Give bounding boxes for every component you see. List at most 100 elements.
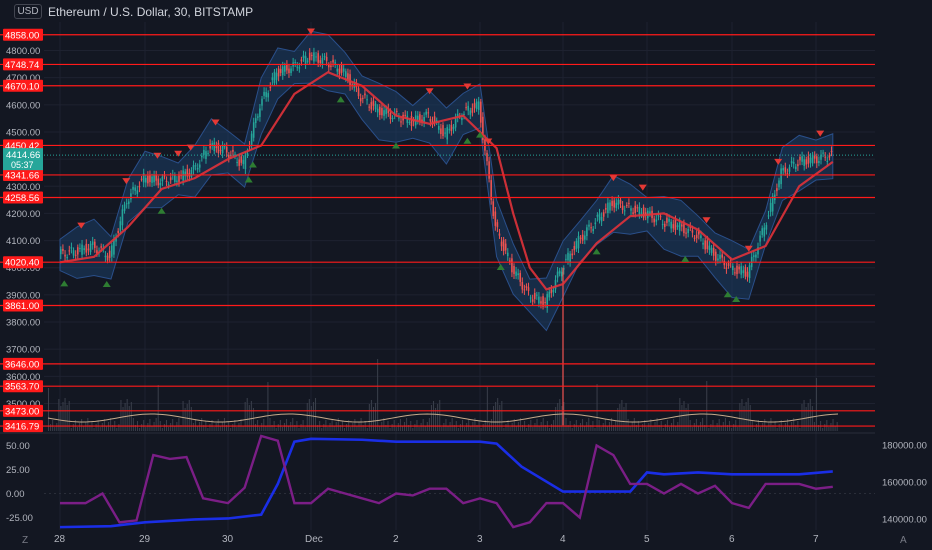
candle-body	[368, 106, 370, 108]
volume-bar	[511, 423, 513, 431]
candle-body	[259, 108, 261, 117]
volume-bar	[418, 427, 420, 431]
volume-bar	[201, 418, 203, 431]
candle-body	[153, 175, 155, 183]
level-badge-label: 4258.56	[5, 193, 39, 204]
volume-bar	[379, 426, 381, 431]
candle-body	[506, 252, 509, 257]
volume-bar	[155, 418, 157, 431]
candle-body	[640, 212, 643, 214]
current-price-countdown: 05:37	[11, 160, 34, 170]
volume-bar	[623, 407, 625, 431]
candle-body	[619, 199, 622, 204]
volume-bar	[441, 427, 443, 431]
volume-bar	[470, 426, 472, 431]
volume-bar	[490, 419, 492, 431]
osc-y-tick-label: -25.00	[6, 513, 33, 524]
candle-body	[104, 255, 107, 258]
volume-bar	[60, 406, 62, 431]
candle-body	[419, 114, 421, 121]
volume-bar	[412, 428, 414, 431]
volume-bar	[197, 426, 199, 431]
volume-bar	[389, 428, 391, 431]
candle-body	[490, 180, 492, 200]
volume-bar	[391, 424, 393, 431]
candle-body	[435, 120, 438, 122]
candle-body	[727, 263, 730, 266]
volume-bar	[370, 400, 372, 431]
volume-bar	[395, 427, 397, 431]
candle-body	[554, 279, 557, 290]
candle-body	[100, 246, 102, 248]
volume-bar	[236, 427, 238, 431]
candle-body	[494, 211, 497, 226]
volume-bar	[493, 406, 495, 431]
candle-body	[732, 265, 734, 271]
volume-bar	[219, 426, 221, 431]
candle-body	[277, 68, 280, 77]
candle-body	[519, 273, 522, 282]
volume-bar	[246, 398, 248, 431]
candle-body	[157, 178, 160, 186]
volume-bar	[453, 425, 455, 431]
candle-body	[383, 110, 385, 116]
currency-label[interactable]: USD	[14, 4, 42, 19]
volume-bar	[760, 427, 762, 431]
candle-body	[753, 255, 755, 257]
candle-body	[72, 250, 75, 256]
candle-body	[198, 164, 201, 168]
candle-body	[334, 62, 336, 64]
x-tick-label: 7	[813, 534, 819, 545]
candle-body	[261, 98, 263, 106]
level-badge	[3, 380, 43, 393]
x-tick-label: 4	[560, 534, 566, 545]
volume-bar	[828, 427, 830, 431]
volume-bar	[399, 419, 401, 431]
volume-bar	[702, 418, 704, 431]
volume-bar	[691, 427, 693, 431]
candle-body	[715, 251, 717, 261]
volume-bar	[283, 423, 285, 431]
candle-body	[161, 176, 164, 182]
volume-bar	[310, 406, 312, 431]
volume-bar	[385, 425, 387, 431]
candle-body	[444, 132, 446, 134]
volume-bar	[352, 423, 354, 431]
volume-bar	[401, 426, 403, 431]
volume-bar	[157, 385, 159, 431]
candle-body	[113, 239, 115, 255]
volume-bar	[565, 418, 567, 431]
volume-bar	[240, 419, 242, 431]
candle-body	[740, 266, 742, 275]
y-tick-label: 4300.00	[6, 182, 40, 193]
level-badge	[3, 28, 43, 41]
volume-bar	[683, 401, 685, 431]
volume-bar	[679, 398, 681, 431]
volume-bar	[163, 424, 165, 431]
candle-body	[446, 127, 448, 140]
bollinger-band	[59, 30, 834, 332]
candle-body	[94, 241, 96, 248]
candle-body	[178, 174, 180, 182]
volume-bar	[648, 423, 650, 431]
auto-scale-toggle[interactable]: A	[900, 535, 907, 546]
timezone-z-toggle[interactable]: Z	[22, 535, 29, 546]
candle-body	[269, 86, 272, 88]
candle-body	[68, 250, 71, 252]
volume-bar	[174, 426, 176, 431]
buy-signal-arrow	[248, 161, 257, 168]
buy-signal-arrow	[157, 207, 166, 214]
candle-body	[542, 296, 544, 307]
level-badge	[3, 58, 43, 71]
volume-bar	[120, 400, 122, 431]
x-tick-label: 6	[729, 534, 735, 545]
candle-body	[719, 254, 721, 259]
buy-signal-arrow	[60, 280, 69, 287]
volume-bar	[72, 424, 74, 431]
volume-bar	[128, 406, 130, 431]
candle-body	[244, 154, 247, 170]
candle-body	[638, 206, 641, 216]
x-tick-label: 28	[54, 534, 66, 545]
